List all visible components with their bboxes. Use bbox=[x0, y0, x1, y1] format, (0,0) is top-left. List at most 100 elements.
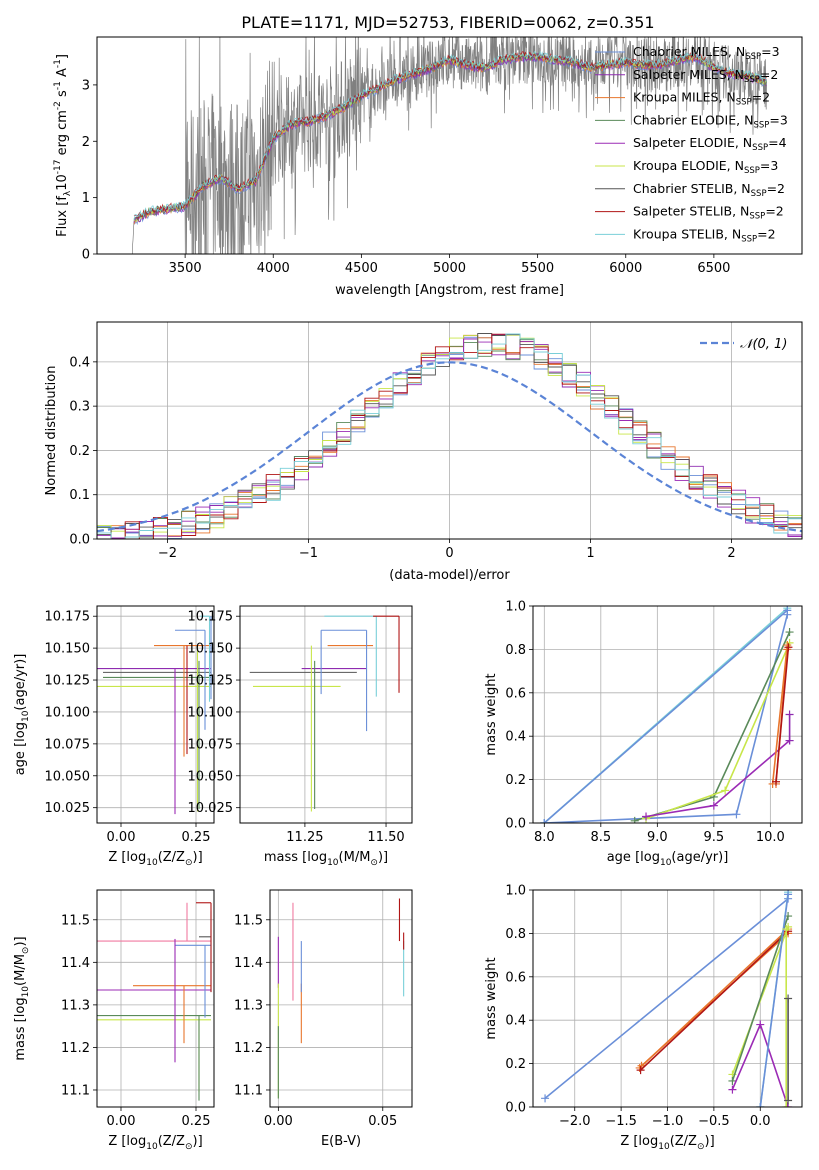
y-tick-label: 11.3 bbox=[61, 998, 90, 1013]
x-tick-label: 0.00 bbox=[264, 1114, 293, 1129]
hist-series-kroupa-elodie bbox=[97, 334, 802, 539]
x-label-sub: 10 bbox=[146, 858, 158, 868]
x-tick-label: 0.0 bbox=[750, 1114, 771, 1129]
y-tick-label: 10.125 bbox=[188, 674, 234, 689]
y-axis-label: mass weight bbox=[484, 673, 499, 755]
legend-entry: Chabrier STELIB, NSSP=2 bbox=[633, 181, 785, 199]
weight-lines bbox=[540, 606, 794, 823]
legend-tail: =3 bbox=[769, 112, 787, 127]
x-tick-label: 1 bbox=[586, 546, 594, 561]
legend-entry: Salpeter STELIB, NSSP=2 bbox=[633, 204, 784, 222]
axes-frame bbox=[96, 605, 215, 824]
x-tick-label: 10.0 bbox=[756, 830, 785, 845]
x-tick-label: 4500 bbox=[345, 261, 378, 276]
errorbars bbox=[277, 898, 405, 1099]
legend-tail: =3 bbox=[761, 44, 779, 59]
x-tick-label: 9.5 bbox=[703, 830, 724, 845]
y-tick-label: 0.4 bbox=[505, 1014, 526, 1029]
x-label-part: )] bbox=[193, 1134, 203, 1149]
weight-line-salpeter-stelib bbox=[775, 647, 790, 782]
y-axis-label: mass weight bbox=[484, 957, 499, 1039]
residuals-panel: −2 −1 0 1 2 0.0 0.1 0.2 0.3 0.4 𝒩(0, 1) (data-model… bbox=[44, 321, 803, 583]
y-tick-label: 11.2 bbox=[234, 1041, 263, 1056]
y-label-sup: -1 bbox=[53, 59, 63, 68]
y-label-part: erg cm bbox=[55, 110, 70, 159]
weight-marker bbox=[709, 801, 718, 810]
y-label-sup: -17 bbox=[53, 160, 63, 175]
x-label-part: Z [log bbox=[108, 850, 146, 865]
y-tick-label: 10.125 bbox=[45, 674, 91, 689]
hist-series-chabrier-miles bbox=[97, 333, 802, 539]
y-tick-label: 11.3 bbox=[234, 998, 263, 1013]
x-tick-label: 0.05 bbox=[368, 1114, 397, 1129]
weight-marker bbox=[784, 643, 793, 652]
legend-sub: SSP bbox=[741, 234, 757, 244]
weight-line-chabrier-miles bbox=[544, 898, 789, 1099]
y-axis-label: Normed distribution bbox=[44, 366, 59, 496]
x-tick-label: 0.25 bbox=[182, 1114, 211, 1129]
weight-line-chabrier-miles bbox=[759, 894, 789, 1107]
figure-title: PLATE=1171, MJD=52753, FIBERID=0062, z=0… bbox=[241, 13, 654, 32]
x-axis-label: mass [log10(M/M⊙)] bbox=[264, 850, 388, 868]
y-label-sub: 10 bbox=[21, 986, 31, 998]
legend-entry: Kroupa ELODIE, NSSP=3 bbox=[633, 158, 778, 176]
weight-marker bbox=[782, 1103, 791, 1107]
y-tick-label: 0.3 bbox=[69, 400, 90, 415]
y-label-sub: ⊙ bbox=[21, 947, 31, 955]
legend-label: Kroupa STELIB, N bbox=[633, 226, 741, 241]
y-tick-label: 1 bbox=[82, 191, 90, 206]
x-axis-label: E(B-V) bbox=[321, 1134, 361, 1149]
weight-marker bbox=[541, 1094, 550, 1103]
y-label-sub: 10 bbox=[21, 710, 31, 722]
weight-marker bbox=[784, 1096, 793, 1105]
y-tick-label: 0.6 bbox=[505, 686, 526, 701]
y-tick-label: 11.1 bbox=[61, 1083, 90, 1098]
x-axis-label: Z [log10(Z/Z⊙)] bbox=[108, 850, 202, 868]
legend-label: Salpeter ELODIE, N bbox=[633, 135, 752, 150]
x-tick-label: 2 bbox=[727, 546, 735, 561]
legend-tail: =2 bbox=[765, 204, 783, 219]
weight-line-chabrier-miles bbox=[543, 609, 788, 823]
y-tick-label: 0.8 bbox=[505, 927, 526, 942]
errorbars bbox=[249, 615, 400, 812]
legend-label: Chabrier ELODIE, N bbox=[633, 112, 753, 127]
y-label-part: (M/M bbox=[13, 954, 28, 986]
legend-entry: Kroupa MILES, NSSP=2 bbox=[633, 90, 770, 108]
x-tick-label: −1 bbox=[299, 546, 318, 561]
legend-label: Salpeter MILES, N bbox=[633, 67, 744, 82]
y-label-part: s bbox=[55, 90, 70, 101]
y-tick-label: 11.5 bbox=[61, 913, 90, 928]
y-tick-label: 11.4 bbox=[61, 956, 90, 971]
weight-marker bbox=[782, 925, 791, 934]
model-line-kroupa-stelib bbox=[133, 50, 767, 220]
axes-frame bbox=[96, 321, 803, 540]
weight-marker bbox=[785, 710, 794, 719]
legend-entry: Chabrier ELODIE, NSSP=3 bbox=[633, 112, 788, 130]
x-label-part: (Z/Z bbox=[158, 1134, 185, 1149]
axes-frame bbox=[239, 605, 413, 824]
x-label-sub: 10 bbox=[146, 1142, 158, 1152]
y-tick-label: 10.175 bbox=[45, 610, 91, 625]
weight-marker bbox=[721, 786, 730, 795]
y-tick-label: 1.0 bbox=[505, 884, 526, 899]
axes-frame bbox=[96, 889, 215, 1108]
x-tick-label: 0.00 bbox=[107, 1114, 136, 1129]
spectrum-panel: 3500 4000 4500 5000 5500 6000 6500 0 1 2 3 Chabrier… bbox=[53, 36, 803, 298]
x-label-part: Z [log bbox=[620, 1134, 658, 1149]
weight-line-kroupa-miles bbox=[771, 645, 789, 784]
y-label-sup: -1 bbox=[53, 81, 63, 90]
x-tick-label: 0 bbox=[445, 546, 453, 561]
y-tick-label: 11.4 bbox=[234, 956, 263, 971]
x-tick-label: 0.25 bbox=[182, 830, 211, 845]
legend-sub: SSP bbox=[749, 212, 765, 222]
weight-marker bbox=[732, 810, 741, 819]
x-axis-label: (data-model)/error bbox=[389, 568, 510, 583]
y-tick-label: 0.0 bbox=[505, 817, 526, 832]
legend-label: Chabrier MILES, N bbox=[633, 44, 745, 59]
x-tick-label: 6000 bbox=[609, 261, 642, 276]
panels: 3500 4000 4500 5000 5500 6000 6500 0 1 2 3 Chabrier… bbox=[13, 36, 803, 1152]
legend-sub: SSP bbox=[751, 189, 767, 199]
y-tick-label: 10.150 bbox=[45, 642, 91, 657]
axes-frame bbox=[269, 889, 413, 1108]
x-label-sub: ⊙ bbox=[185, 858, 193, 868]
